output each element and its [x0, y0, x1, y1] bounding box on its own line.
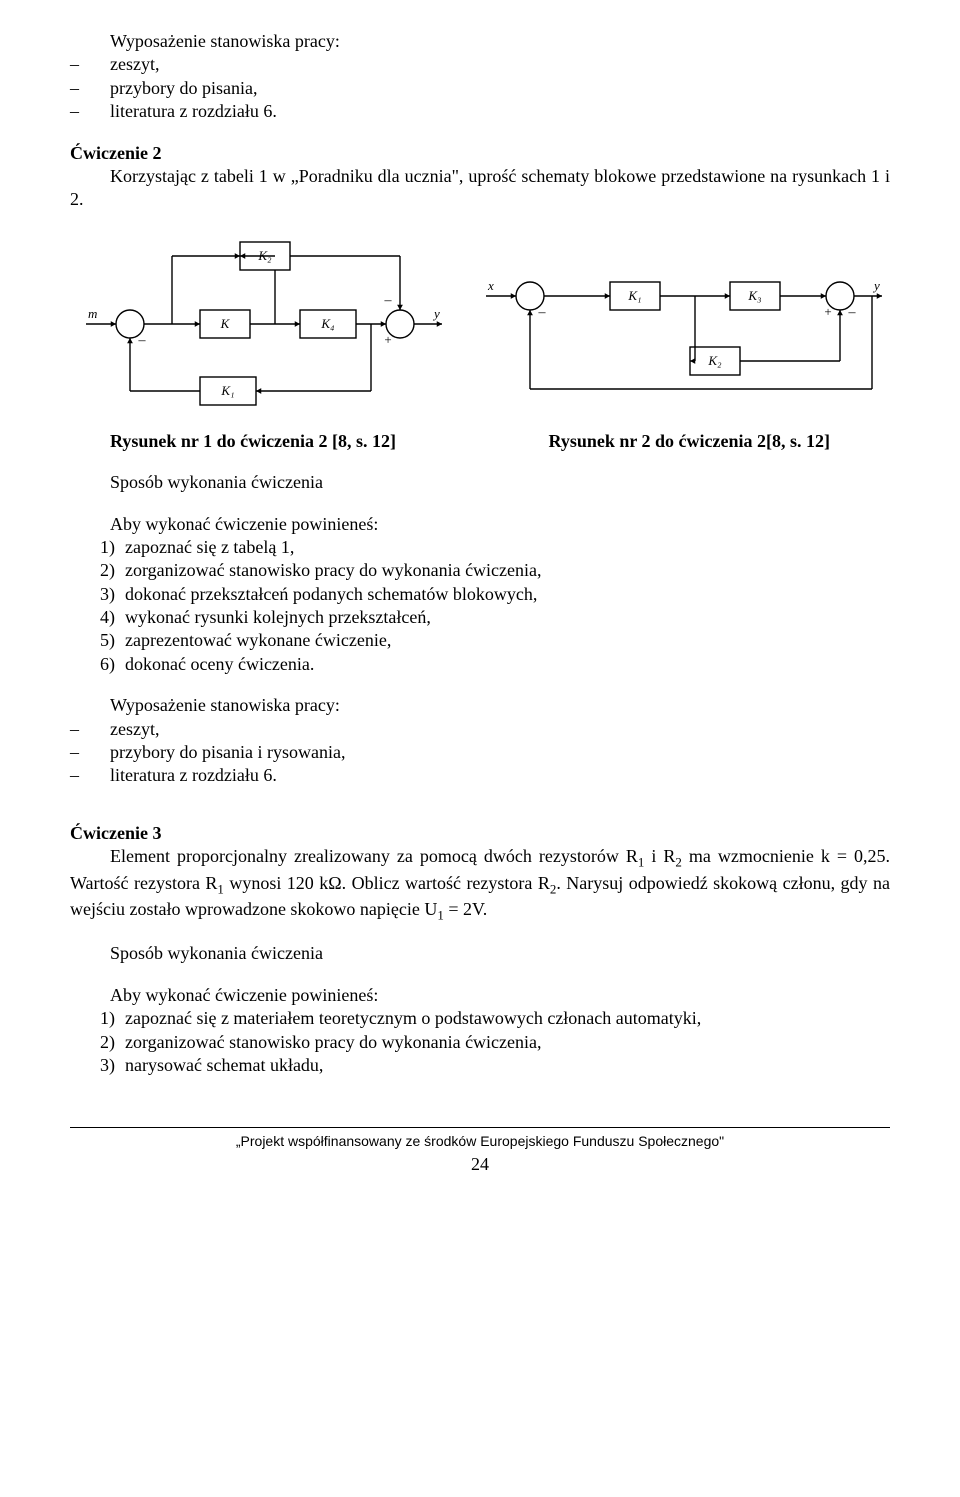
svg-text:–: –: [538, 305, 547, 320]
svg-text:y: y: [432, 306, 440, 321]
block-diagram-1: K₂KK₄K₁–m–+y: [70, 232, 450, 422]
step-num: 5): [70, 629, 125, 652]
ex3-b: i R: [644, 846, 675, 866]
step-text: zaprezentować wykonane ćwiczenie,: [125, 629, 391, 652]
svg-text:+: +: [384, 332, 391, 347]
equipment-list-1: –zeszyt, –przybory do pisania, –literatu…: [70, 53, 890, 123]
dash: –: [70, 741, 110, 764]
page-footer: „Projekt współfinansowany ze środków Eur…: [70, 1127, 890, 1176]
method-heading-3: Sposób wykonania ćwiczenia: [70, 942, 890, 965]
step-text: zapoznać się z materiałem teoretycznym o…: [125, 1007, 701, 1030]
ex3-d: wynosi 120 kΩ. Oblicz wartość rezystora …: [224, 873, 550, 893]
step-text: dokonać przekształceń podanych schematów…: [125, 583, 537, 606]
footer-text: „Projekt współfinansowany ze środków Eur…: [70, 1132, 890, 1150]
svg-text:–: –: [848, 305, 857, 320]
svg-text:m: m: [88, 306, 97, 321]
step-num: 1): [70, 536, 125, 559]
step-num: 2): [70, 1031, 125, 1054]
aby-heading-2: Aby wykonać ćwiczenie powinieneś:: [70, 513, 890, 536]
svg-text:K₂: K₂: [707, 353, 722, 368]
caption-1: Rysunek nr 1 do ćwiczenia 2 [8, s. 12]: [70, 430, 396, 453]
svg-text:K₃: K₃: [747, 288, 761, 303]
list-text: zeszyt,: [110, 53, 159, 76]
steps-list-3: 1)zapoznać się z materiałem teoretycznym…: [70, 1007, 890, 1077]
svg-text:K₁: K₁: [220, 383, 234, 398]
list-text: przybory do pisania,: [110, 77, 257, 100]
svg-text:y: y: [872, 278, 880, 293]
step-text: wykonać rysunki kolejnych przekształceń,: [125, 606, 431, 629]
dash: –: [70, 100, 110, 123]
equipment-heading-1: Wyposażenie stanowiska pracy:: [70, 30, 890, 53]
step-num: 1): [70, 1007, 125, 1030]
svg-text:x: x: [487, 278, 494, 293]
dash: –: [70, 718, 110, 741]
step-num: 3): [70, 1054, 125, 1077]
step-num: 4): [70, 606, 125, 629]
step-text: narysować schemat układu,: [125, 1054, 323, 1077]
step-text: zorganizować stanowisko pracy do wykonan…: [125, 1031, 542, 1054]
exercise-3-body: Element proporcjonalny zrealizowany za p…: [70, 845, 890, 924]
footer-rule: [70, 1127, 890, 1128]
exercise-2-title: Ćwiczenie 2: [70, 142, 890, 165]
dash: –: [70, 53, 110, 76]
method-heading-2: Sposób wykonania ćwiczenia: [70, 471, 890, 494]
aby-heading-3: Aby wykonać ćwiczenie powinieneś:: [70, 984, 890, 1007]
steps-list-2: 1)zapoznać się z tabelą 1, 2)zorganizowa…: [70, 536, 890, 676]
step-num: 6): [70, 653, 125, 676]
block-diagram-2: K₁ K₃ K₂ – x – + y: [470, 252, 890, 402]
equipment-list-2: –zeszyt, –przybory do pisania i rysowani…: [70, 718, 890, 788]
ex3-f: = 2V.: [444, 899, 487, 919]
list-text: literatura z rozdziału 6.: [110, 100, 277, 123]
step-num: 2): [70, 559, 125, 582]
step-text: dokonać oceny ćwiczenia.: [125, 653, 314, 676]
list-text: zeszyt,: [110, 718, 159, 741]
step-num: 3): [70, 583, 125, 606]
step-text: zorganizować stanowisko pracy do wykonan…: [125, 559, 542, 582]
list-text: literatura z rozdziału 6.: [110, 764, 277, 787]
svg-text:K: K: [220, 316, 231, 331]
svg-text:K₄: K₄: [320, 316, 335, 331]
dash: –: [70, 77, 110, 100]
dash: –: [70, 764, 110, 787]
step-text: zapoznać się z tabelą 1,: [125, 536, 294, 559]
svg-text:–: –: [138, 333, 147, 348]
exercise-2-body: Korzystając z tabeli 1 w „Poradniku dla …: [70, 165, 890, 212]
svg-text:+: +: [824, 304, 831, 319]
exercise-3-title: Ćwiczenie 3: [70, 822, 890, 845]
list-text: przybory do pisania i rysowania,: [110, 741, 345, 764]
equipment-heading-2: Wyposażenie stanowiska pracy:: [70, 694, 890, 717]
figure-captions: Rysunek nr 1 do ćwiczenia 2 [8, s. 12] R…: [70, 430, 890, 453]
page-number: 24: [70, 1153, 890, 1176]
svg-text:K₁: K₁: [627, 288, 641, 303]
block-diagrams-row: K₂ K K₄ K₁ – m – + y K₁ K₃ K₂ – x – + y: [70, 232, 890, 422]
svg-text:–: –: [384, 293, 393, 308]
ex3-a: Element proporcjonalny zrealizowany za p…: [110, 846, 638, 866]
caption-2: Rysunek nr 2 do ćwiczenia 2[8, s. 12]: [548, 430, 890, 453]
